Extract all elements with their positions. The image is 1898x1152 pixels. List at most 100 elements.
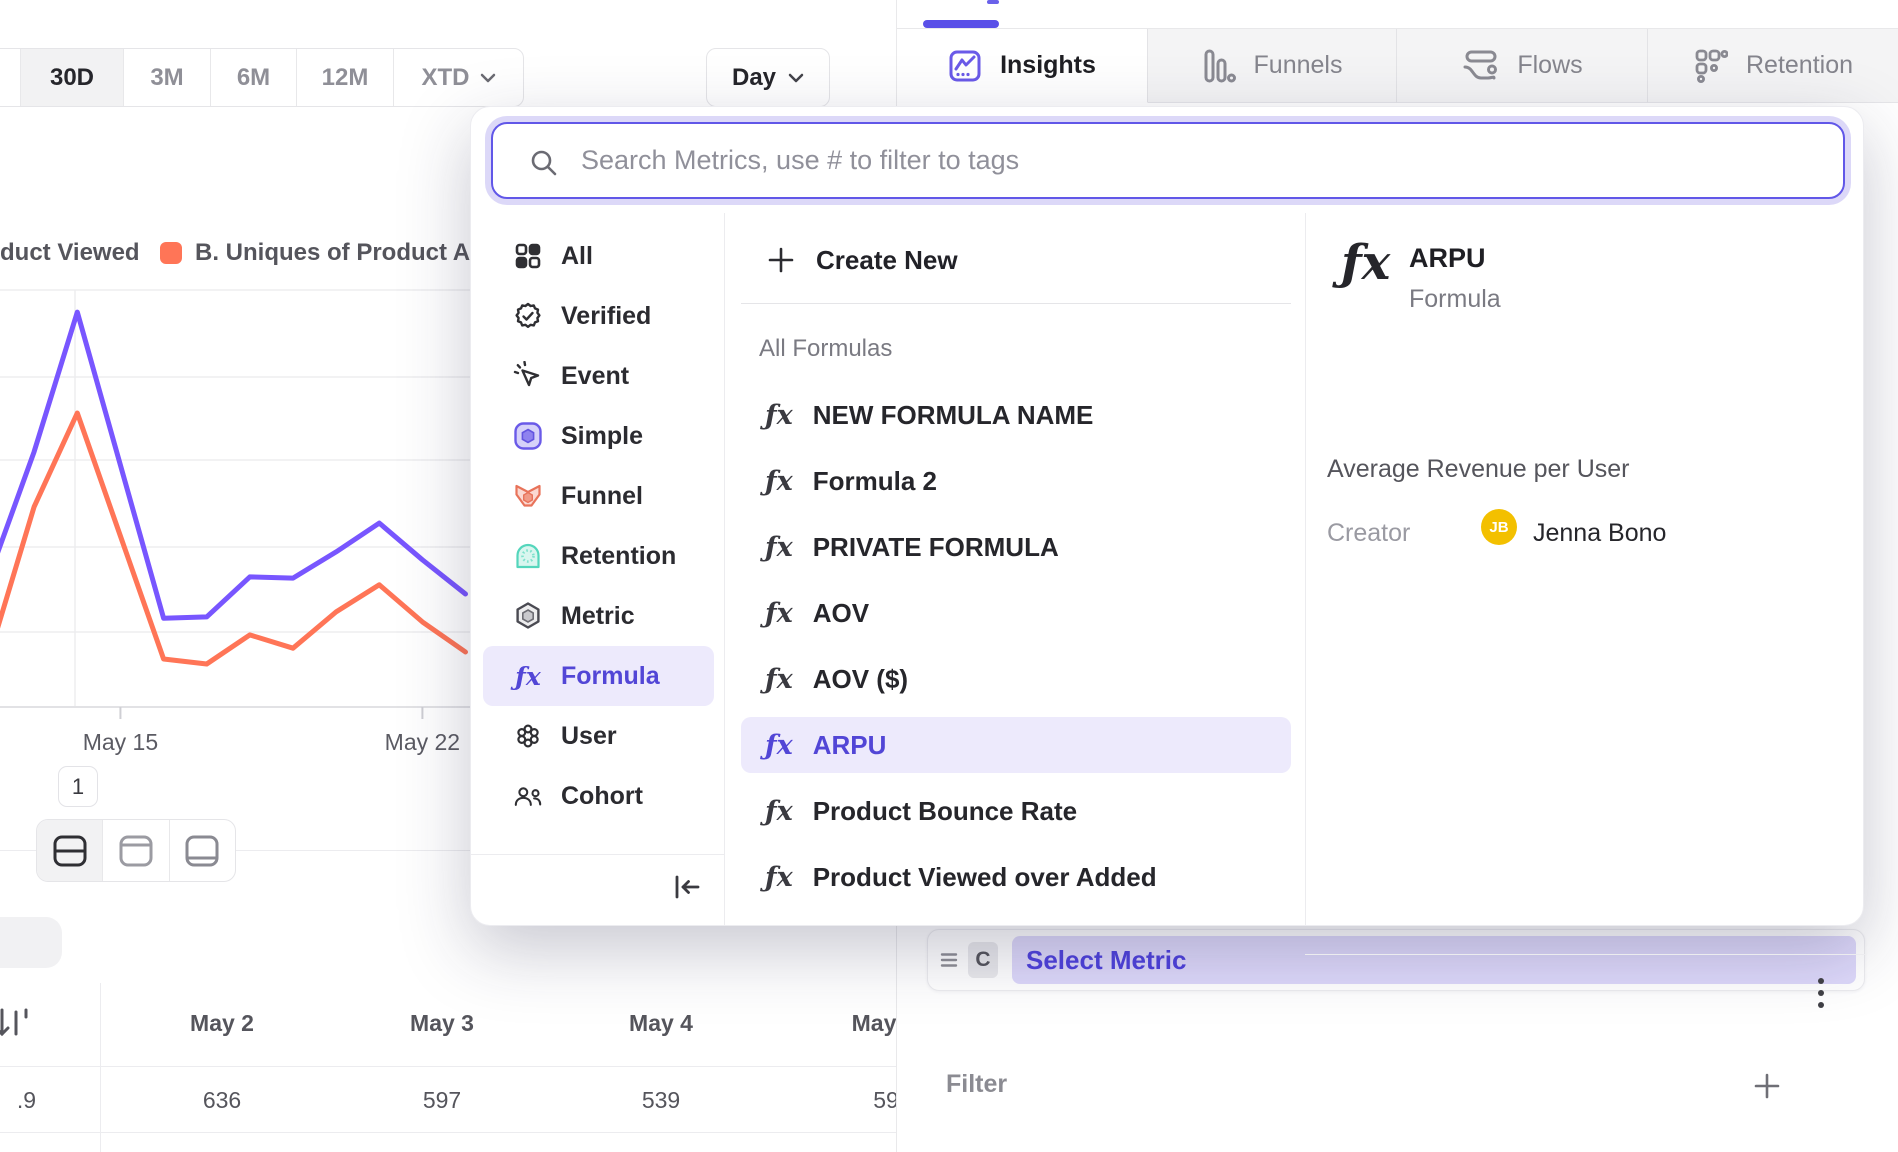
time-range-12m[interactable]: 12M: [297, 49, 394, 106]
formula-item[interactable]: ƒx PRIVATE FORMULA: [765, 531, 1059, 563]
fx-icon: ƒx: [765, 663, 793, 695]
tab-flows[interactable]: Flows: [1397, 29, 1648, 103]
line-chart: May 15 May 22: [0, 0, 478, 770]
tab-insights[interactable]: Insights: [897, 29, 1148, 103]
divider: [100, 983, 101, 1152]
tab-funnels[interactable]: Funnels: [1148, 29, 1397, 103]
layout-split-rows-button[interactable]: [37, 820, 104, 881]
category-metric[interactable]: Metric: [483, 586, 714, 646]
category-verified[interactable]: Verified: [483, 286, 714, 346]
breakdown-table: May 2 May 3 May 4 May .9 636 597 539 59: [0, 980, 899, 1152]
table-header-may-cut[interactable]: May: [851, 1009, 897, 1036]
search-input[interactable]: [581, 124, 1821, 196]
fx-icon: ƒx: [765, 531, 793, 563]
plus-icon: [768, 247, 794, 273]
kebab-icon: [1818, 978, 1824, 1008]
table-cell-partial: .9: [16, 1086, 36, 1113]
legend-label-a: duct Viewed: [0, 239, 140, 266]
insights-icon: [949, 50, 981, 81]
split-rows-icon: [53, 835, 87, 866]
formula-item[interactable]: ƒx Product Bounce Rate: [765, 795, 1078, 827]
category-cohort[interactable]: Cohort: [483, 766, 714, 826]
metric-picker-modal: All Verified: [470, 106, 1865, 1008]
tab-retention[interactable]: Retention: [1648, 29, 1898, 103]
category-event[interactable]: Event: [483, 346, 714, 406]
fx-icon: ƒx: [1341, 235, 1391, 291]
divider: [0, 850, 896, 851]
category-all[interactable]: All: [483, 226, 714, 286]
formula-item[interactable]: ƒx AOV: [765, 597, 870, 629]
formula-item-selected[interactable]: ƒx ARPU: [741, 717, 1291, 773]
formula-item[interactable]: ƒx Product Viewed over Added: [765, 861, 1157, 893]
chart-canvas: May 15 May 22: [0, 289, 478, 755]
metric-row: C Select Metric: [927, 929, 1865, 991]
category-user[interactable]: User: [483, 706, 714, 766]
detail-title: ARPU: [1409, 243, 1486, 273]
time-range-3m[interactable]: 3M: [124, 49, 211, 106]
fx-icon: ƒx: [765, 597, 793, 629]
table-cell: 636: [202, 1086, 242, 1113]
page-indicator[interactable]: 1: [58, 766, 98, 807]
report-tab-strip: [897, 0, 1898, 29]
layout-bottom-panel-button[interactable]: [170, 820, 235, 881]
creator-label: Creator: [1327, 519, 1411, 547]
time-range-30d[interactable]: 30D: [21, 49, 124, 106]
more-options-button[interactable]: [1801, 971, 1841, 1015]
table-cell: 597: [422, 1086, 462, 1113]
table-header-may4[interactable]: May 4: [629, 1009, 693, 1036]
legend-label-b: B. Uniques of Product Add: [195, 239, 500, 266]
filter-section: Filter: [897, 1058, 1898, 1114]
divider: [1305, 954, 1865, 955]
formula-detail-panel: ƒx ARPU Formula Average Revenue per User…: [1305, 213, 1865, 1008]
category-funnel[interactable]: Funnel: [483, 466, 714, 526]
table-header-may2[interactable]: May 2: [190, 1009, 254, 1036]
category-formula[interactable]: ƒx Formula: [483, 646, 714, 706]
formula-item[interactable]: ƒx NEW FORMULA NAME: [765, 399, 1094, 431]
funnel-icon: [513, 481, 543, 511]
fx-icon: ƒx: [765, 729, 793, 761]
fx-icon: ƒx: [765, 795, 793, 827]
collapsed-tab-pill[interactable]: [0, 917, 62, 968]
table-cell: 539: [641, 1086, 681, 1113]
divider: [0, 1132, 896, 1133]
time-range-xtd[interactable]: XTD: [394, 49, 523, 106]
granularity-dropdown[interactable]: Day: [706, 48, 830, 107]
legend-item-a[interactable]: duct Viewed: [0, 239, 140, 267]
divider: [471, 854, 724, 855]
user-icon: [513, 721, 543, 751]
drag-handle-icon[interactable]: [940, 952, 958, 968]
table-header-may3[interactable]: May 3: [410, 1009, 474, 1036]
metric-letter-badge: C: [968, 942, 998, 978]
formula-item[interactable]: ƒx Formula 2: [765, 465, 937, 497]
category-simple[interactable]: Simple: [483, 406, 714, 466]
all-icon: [513, 241, 543, 271]
divider: [724, 213, 725, 925]
formula-icon: ƒx: [515, 661, 541, 691]
filter-label: Filter: [946, 1070, 1008, 1098]
add-filter-button[interactable]: [1745, 1064, 1789, 1108]
time-range-partial[interactable]: [0, 49, 21, 106]
legend-item-b[interactable]: B. Uniques of Product Add: [160, 239, 499, 267]
collapse-sidebar-button[interactable]: [667, 869, 707, 905]
layout-toggle-group: [36, 819, 236, 882]
layout-top-panel-button[interactable]: [103, 820, 170, 881]
svg-text:May 22: May 22: [385, 729, 460, 755]
verified-icon: [513, 301, 543, 331]
chevron-down-icon: [788, 73, 804, 82]
chart-x-axis: May 15 May 22: [83, 707, 460, 755]
formula-item[interactable]: ƒx AOV ($): [765, 663, 909, 695]
retention-icon: [1695, 49, 1728, 83]
time-range-6m[interactable]: 6M: [211, 49, 297, 106]
cohort-icon: [513, 781, 543, 811]
fx-icon: ƒx: [765, 465, 793, 497]
select-metric-button[interactable]: Select Metric: [1012, 936, 1856, 984]
sort-icon[interactable]: [0, 1004, 34, 1042]
avatar: JB: [1481, 509, 1517, 545]
collapse-left-icon: [675, 875, 700, 899]
table-cell: 59: [873, 1086, 899, 1113]
chevron-down-icon: [480, 73, 495, 82]
create-new-button[interactable]: Create New: [724, 230, 1305, 290]
divider: [1305, 213, 1306, 925]
flows-icon: [1463, 50, 1498, 79]
category-retention[interactable]: Retention: [483, 526, 714, 586]
